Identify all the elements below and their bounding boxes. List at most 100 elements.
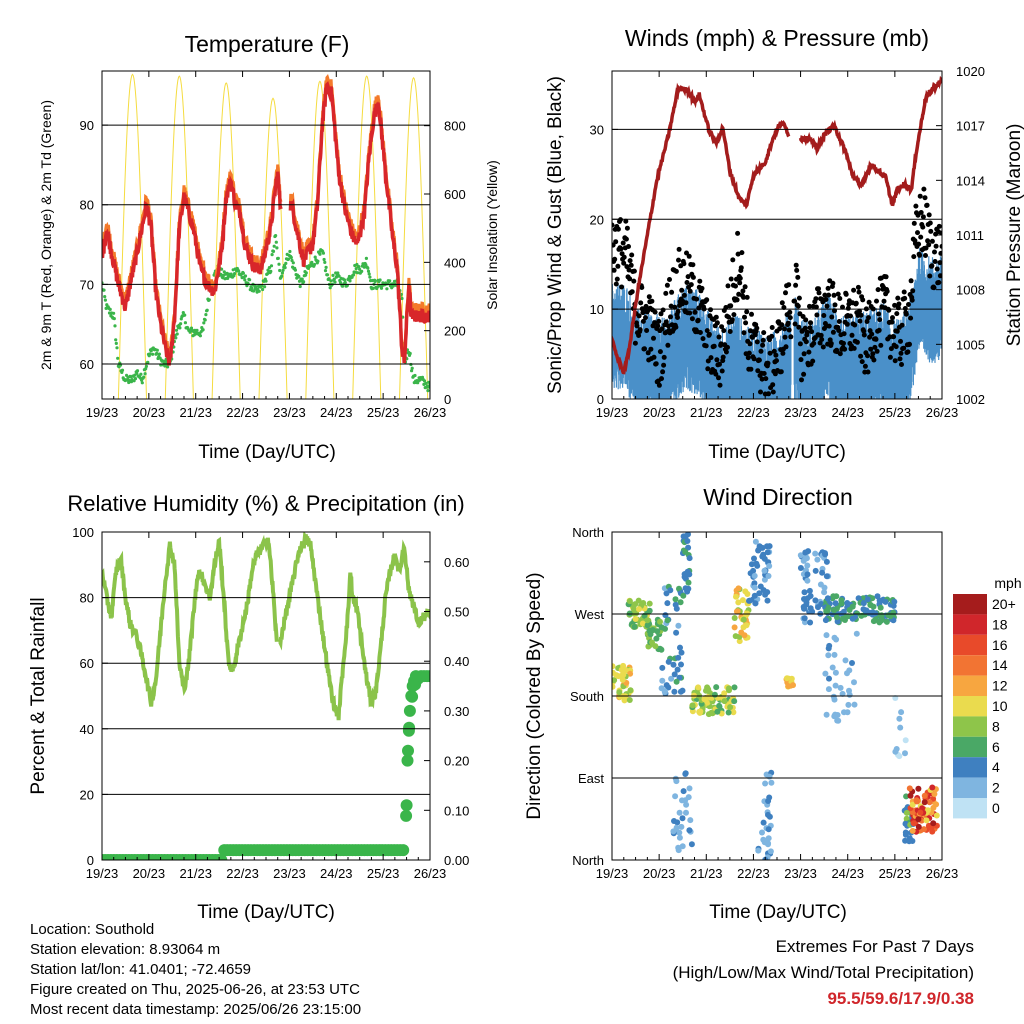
direction-point (877, 604, 884, 611)
y-tick-label: 0 (597, 392, 604, 407)
direction-point (896, 753, 903, 760)
rainfall-point (409, 670, 422, 683)
direction-point (613, 672, 620, 679)
gust-point (697, 278, 703, 284)
gust-point (681, 292, 687, 298)
direction-point (746, 597, 752, 604)
direction-point (751, 584, 758, 591)
dewpoint-point (332, 277, 336, 281)
dewpoint-point (310, 260, 314, 264)
direction-point (761, 567, 768, 574)
direction-point (832, 682, 839, 689)
direction-point (826, 675, 832, 682)
gust-point (751, 356, 757, 362)
direction-point (925, 807, 931, 814)
gust-point (864, 319, 870, 324)
gust-point (865, 353, 870, 359)
y-tick-label: 100 (72, 525, 94, 540)
gust-point (851, 345, 857, 351)
gust-point (886, 307, 892, 313)
gust-point (766, 391, 771, 397)
x-tick-label: 23/23 (784, 866, 817, 881)
dewpoint-point (368, 275, 372, 279)
direction-point (759, 829, 765, 836)
dewpoint-point (422, 379, 427, 383)
gust-point (627, 258, 633, 264)
y2-tick-label: 1014 (956, 173, 985, 188)
direction-point (812, 597, 819, 604)
gust-point (615, 226, 621, 232)
direction-point (788, 675, 795, 682)
y2-tick-label: 1011 (956, 228, 984, 243)
gust-point (782, 326, 787, 332)
gust-point (676, 257, 681, 263)
gust-point (872, 344, 878, 350)
dewpoint-point (204, 313, 208, 317)
gust-point (663, 290, 669, 296)
direction-point (664, 617, 671, 624)
gust-point (613, 281, 619, 287)
gust-point (720, 354, 726, 360)
gust-point (938, 250, 942, 256)
direction-point (821, 589, 828, 596)
dewpoint-point (278, 268, 282, 273)
x-tick-label: 26/23 (414, 866, 447, 881)
gust-point (851, 287, 857, 293)
dewpoint-point (261, 287, 265, 292)
gust-point (870, 351, 876, 357)
x-tick-label: 20/23 (133, 866, 166, 881)
direction-point (701, 696, 708, 703)
gust-point (746, 350, 752, 356)
dewpoint-point (351, 273, 356, 277)
y-tick-label: 60 (80, 357, 94, 372)
gust-point (640, 310, 646, 316)
direction-point (801, 605, 808, 612)
gust-point (928, 228, 934, 234)
direction-point (903, 793, 910, 800)
dewpoint-point (269, 269, 273, 273)
gust-point (796, 295, 802, 301)
direction-point (616, 689, 623, 696)
gust-point (848, 313, 853, 319)
extremes-title: Extremes For Past 7 Days (775, 937, 974, 956)
direction-point (741, 632, 748, 639)
gust-point (841, 331, 847, 337)
y-tick-label: North (572, 525, 604, 540)
gust-point (651, 354, 657, 360)
direction-point (632, 616, 639, 622)
dewpoint-point (360, 269, 364, 273)
direction-point (731, 615, 738, 621)
direction-point (757, 583, 764, 590)
gust-point (871, 357, 877, 363)
direction-point (752, 538, 759, 545)
gust-point (853, 300, 859, 306)
direction-point (716, 702, 723, 709)
direction-point (688, 841, 695, 848)
colorbar-label: 12 (992, 678, 1008, 694)
chart-humidity_precip: 19/23 20/23 21/23 22/23 23/23 24/23 25/23 26/23… (28, 491, 469, 923)
gust-point (849, 332, 855, 338)
direction-point (917, 809, 924, 816)
y-axis-label: Direction (Colored By Speed) (524, 572, 545, 819)
direction-point (647, 631, 654, 638)
plot-area (612, 532, 940, 860)
y-axis-label: 2m & 9m T (Red, Orange) & 2m Td (Green) (38, 100, 54, 370)
dewpoint-point (331, 273, 335, 277)
direction-point (677, 599, 684, 606)
rainfall-point (402, 744, 414, 757)
dewpoint-point (385, 287, 389, 291)
direction-point (661, 688, 668, 695)
dewpoint-point (113, 324, 117, 328)
gust-point (836, 328, 842, 333)
dewpoint-point (269, 264, 274, 268)
gust-point (792, 298, 798, 304)
dewpoint-point (139, 372, 143, 376)
gust-point (660, 369, 666, 375)
x-tick-label: 26/23 (926, 405, 959, 420)
gust-point (779, 322, 785, 328)
direction-point (713, 684, 720, 691)
dewpoint-point (260, 284, 264, 288)
extremes-values: 95.5/59.6/17.9/0.38 (827, 989, 974, 1008)
y2-axis-label: Station Pressure (Maroon) (1004, 124, 1024, 347)
chart-wind_direction: mph 20+ 18 16 14 12 10 8 6 4 2 0 19/23 20/23 21/23 22/2… (524, 484, 1022, 923)
